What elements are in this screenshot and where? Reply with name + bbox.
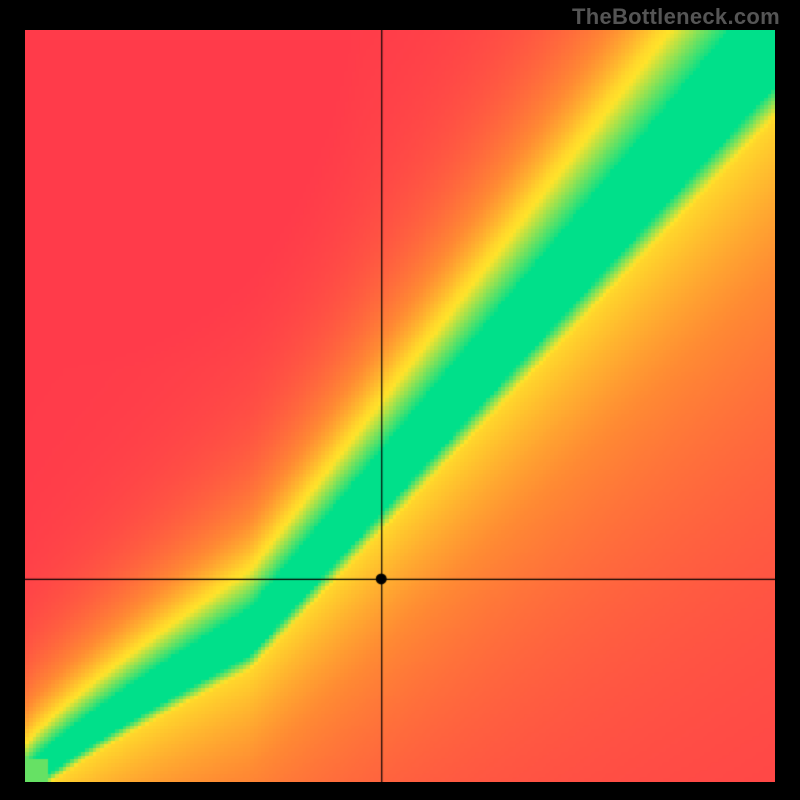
watermark-text: TheBottleneck.com xyxy=(572,4,780,30)
crosshair-overlay xyxy=(25,30,775,782)
chart-frame: TheBottleneck.com xyxy=(0,0,800,800)
